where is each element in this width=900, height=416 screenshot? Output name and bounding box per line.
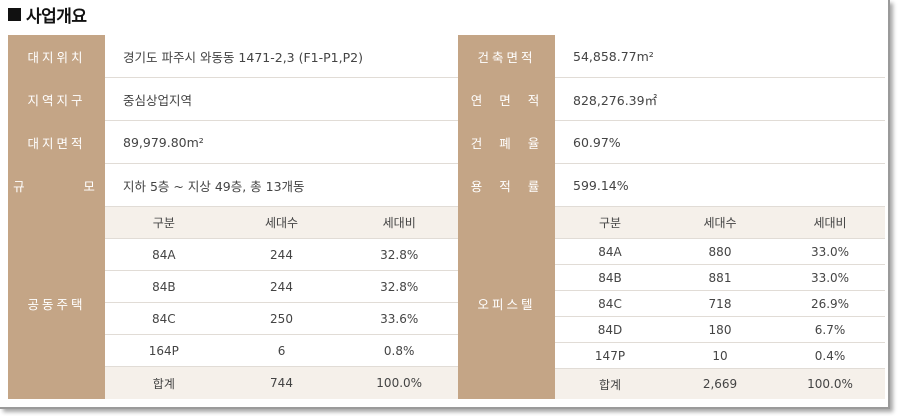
label-zoning: 지역지구 (8, 78, 105, 121)
table-cell: 33.0% (810, 244, 850, 259)
section-title-text: 사업개요 (26, 6, 87, 27)
apartment-table: 구분 세대수 세대비 84A 244 32.8% 84B 244 32.8% 8… (105, 207, 458, 399)
table-cell: 2,669 (702, 377, 738, 391)
value-gross-floor-area: 828,276.39㎡ (555, 78, 885, 121)
value-floor-area-ratio: 599.14% (555, 164, 885, 207)
column-header: 세대수 (703, 216, 737, 230)
table-cell: 84A (598, 244, 622, 259)
table-row: 84B 244 32.8% (105, 271, 458, 303)
value-scale: 지하 5층 ~ 지상 49층, 총 13개동 (105, 164, 458, 207)
value-building-area: 54,858.77m² (555, 35, 885, 78)
table-cell: 881 (708, 270, 732, 285)
table-cell: 84A (152, 247, 176, 262)
table-cell: 244 (270, 247, 293, 262)
table-cell: 250 (270, 311, 293, 326)
table-cell: 33.6% (380, 311, 419, 326)
table-cell: 84D (597, 322, 623, 337)
table-cell: 합계 (598, 377, 622, 392)
section-title: 사업개요 (8, 2, 87, 27)
table-cell: 164P (148, 343, 179, 358)
label-coverage-ratio: 건 폐 율 (458, 121, 555, 164)
label-floor-area-ratio: 용 적 률 (458, 164, 555, 207)
label-site-location: 대지위치 (8, 35, 105, 78)
table-cell: 32.8% (380, 247, 419, 262)
table-cell: 147P (594, 348, 626, 363)
table-cell: 744 (270, 376, 293, 390)
label-apartment: 공동주택 (8, 207, 105, 399)
table-cell: 6.7% (814, 322, 846, 337)
table-row: 84D 180 6.7% (555, 317, 885, 343)
table-header-row: 구분 세대수 세대비 (105, 207, 458, 239)
table-total-row: 합계 744 100.0% (105, 367, 458, 399)
square-bullet-icon (8, 7, 21, 21)
table-cell: 0.4% (814, 348, 846, 363)
table-cell: 244 (270, 279, 293, 294)
column-header: 세대비 (813, 216, 847, 230)
table-row: 84C 718 26.9% (555, 291, 885, 317)
table-cell: 합계 (152, 376, 175, 391)
table-row: 147P 10 0.4% (555, 343, 885, 369)
table-cell: 100.0% (376, 376, 423, 390)
column-header: 구분 (152, 216, 175, 230)
column-header: 세대수 (264, 216, 299, 230)
table-row: 164P 6 0.8% (105, 335, 458, 367)
table-cell: 100.0% (807, 377, 853, 391)
table-cell: 6 (277, 343, 286, 358)
table-row: 84B 881 33.0% (555, 265, 885, 291)
value-site-location: 경기도 파주시 와동동 1471-2,3 (F1-P1,P2) (105, 35, 458, 78)
value-zoning: 중심상업지역 (105, 78, 458, 121)
table-row: 84C 250 33.6% (105, 303, 458, 335)
table-cell: 880 (708, 244, 732, 259)
table-cell: 84C (598, 296, 622, 311)
table-cell: 180 (708, 322, 732, 337)
table-cell: 84C (152, 311, 176, 326)
table-cell: 0.8% (383, 343, 415, 358)
table-cell: 718 (708, 296, 732, 311)
table-cell: 84B (152, 279, 176, 294)
officetel-table: 구분 세대수 세대비 84A 880 33.0% 84B 881 33.0% 8… (555, 207, 885, 399)
table-row: 84A 880 33.0% (555, 239, 885, 265)
column-header: 세대비 (382, 216, 416, 230)
value-coverage-ratio: 60.97% (555, 121, 885, 164)
table-cell: 32.8% (380, 279, 419, 294)
table-cell: 10 (712, 348, 728, 363)
table-total-row: 합계 2,669 100.0% (555, 369, 885, 399)
overview-panel: 사업개요 대지위치 경기도 파주시 와동동 1471-2,3 (F1-P1,P2… (0, 0, 890, 409)
label-building-area: 건축면적 (458, 35, 555, 78)
label-gross-floor-area: 연 면 적 (458, 78, 555, 121)
value-site-area: 89,979.80m² (105, 121, 458, 164)
table-cell: 26.9% (810, 296, 850, 311)
table-header-row: 구분 세대수 세대비 (555, 207, 885, 239)
table-cell: 84B (598, 270, 622, 285)
label-site-area: 대지면적 (8, 121, 105, 164)
table-row: 84A 244 32.8% (105, 239, 458, 271)
column-header: 구분 (598, 216, 622, 230)
label-scale: 규 모 (8, 164, 105, 207)
label-officetel: 오피스텔 (458, 207, 555, 399)
table-cell: 33.0% (810, 270, 850, 285)
